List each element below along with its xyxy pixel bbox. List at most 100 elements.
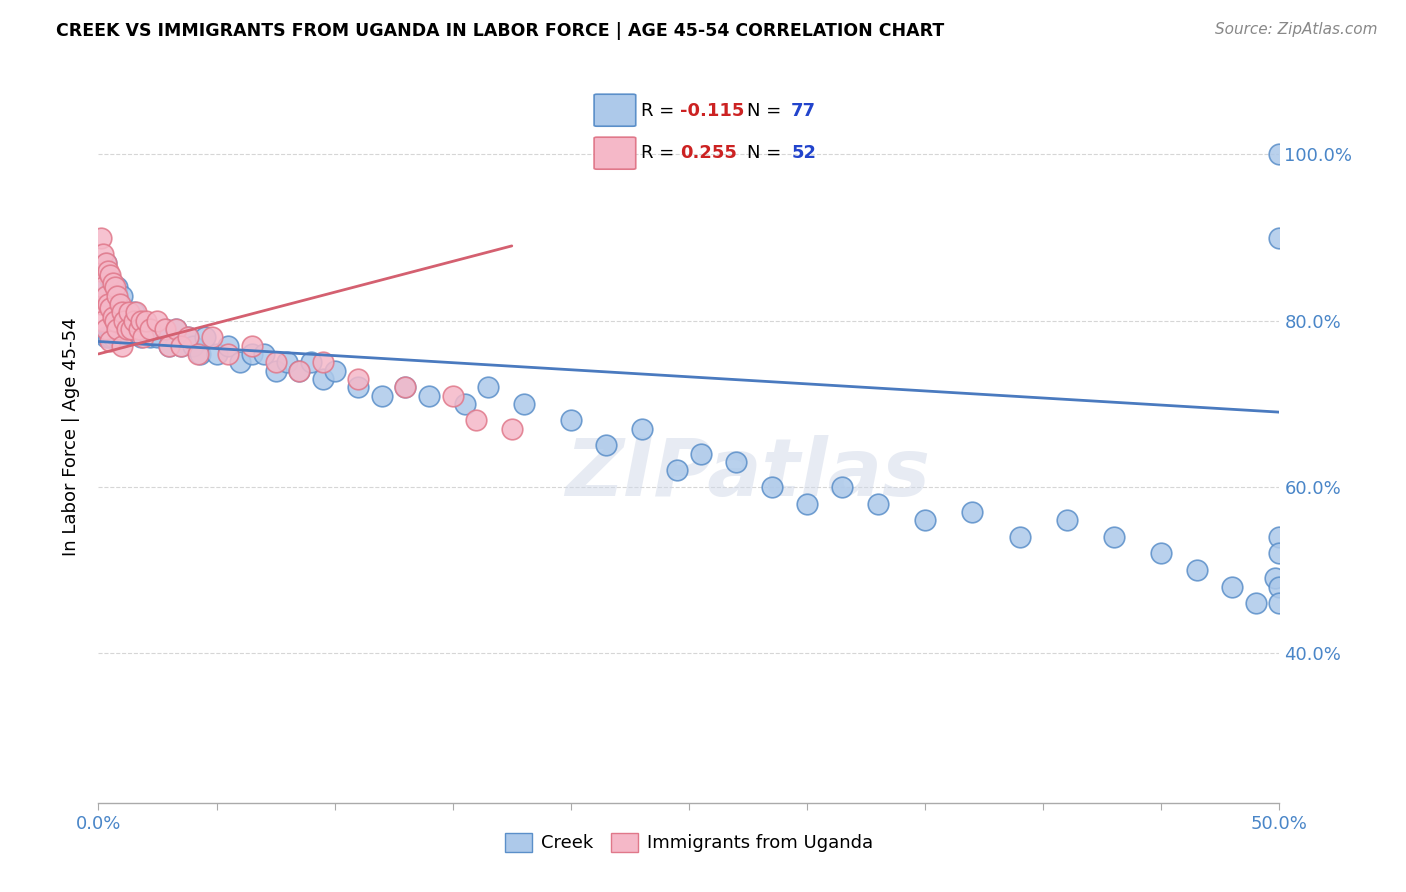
Point (1008, 530, 1031, 544)
Point (253, 347, 276, 361)
Point (98, 330, 121, 344)
Point (201, 330, 224, 344)
Point (560, 413, 582, 427)
Point (1268, 530, 1291, 544)
Point (94, 322, 117, 336)
Point (90, 297, 112, 311)
Point (97, 264, 120, 278)
Point (229, 355, 252, 369)
Point (115, 314, 138, 328)
Point (1268, 147, 1291, 161)
Point (104, 314, 127, 328)
Point (240, 338, 263, 352)
Point (394, 380, 416, 394)
Point (240, 347, 263, 361)
Point (1268, 596, 1291, 610)
Point (139, 330, 162, 344)
Point (595, 438, 617, 452)
Point (122, 305, 145, 319)
Point (104, 280, 127, 294)
Point (217, 347, 239, 361)
Point (129, 314, 152, 328)
Point (111, 338, 134, 352)
Point (98, 334, 121, 349)
Point (465, 413, 488, 427)
Point (111, 289, 134, 303)
Text: ZIPatlas: ZIPatlas (565, 434, 931, 513)
Point (94, 289, 117, 303)
Point (264, 363, 287, 377)
Point (170, 338, 193, 352)
Text: CREEK VS IMMIGRANTS FROM UGANDA IN LABOR FORCE | AGE 45-54 CORRELATION CHART: CREEK VS IMMIGRANTS FROM UGANDA IN LABOR… (56, 22, 945, 40)
Point (128, 322, 150, 336)
Point (347, 380, 370, 394)
Point (1102, 530, 1125, 544)
Point (165, 322, 187, 336)
Point (866, 497, 889, 511)
Point (125, 305, 148, 319)
Point (153, 322, 176, 336)
Point (91, 247, 114, 261)
Point (761, 480, 783, 494)
Point (98, 268, 121, 282)
Point (418, 388, 440, 402)
Point (94, 255, 117, 269)
Point (118, 305, 141, 319)
Point (90, 264, 112, 278)
Point (181, 338, 204, 352)
Point (157, 338, 180, 352)
Point (630, 422, 652, 436)
Point (177, 330, 200, 344)
Point (94, 330, 117, 344)
Point (139, 322, 162, 336)
Point (1185, 563, 1208, 577)
Point (323, 363, 346, 377)
Point (288, 363, 311, 377)
Point (512, 397, 534, 411)
Point (501, 422, 523, 436)
Point (188, 347, 211, 361)
Point (90, 230, 112, 244)
Point (108, 297, 131, 311)
Point (725, 455, 748, 469)
Point (914, 513, 936, 527)
Point (831, 480, 853, 494)
Point (157, 338, 180, 352)
Point (666, 463, 689, 477)
Point (129, 330, 152, 344)
Point (112, 314, 135, 328)
Point (132, 330, 155, 344)
Point (441, 388, 464, 402)
Point (111, 305, 134, 319)
Point (135, 322, 157, 336)
Point (98, 301, 121, 316)
Point (1268, 230, 1291, 244)
Point (94, 255, 117, 269)
Point (1268, 580, 1291, 594)
Point (796, 497, 818, 511)
Point (104, 314, 127, 328)
Point (1264, 571, 1286, 585)
Text: Source: ZipAtlas.com: Source: ZipAtlas.com (1215, 22, 1378, 37)
Point (288, 363, 311, 377)
Point (1220, 580, 1243, 594)
Point (146, 314, 169, 328)
Point (97, 289, 120, 303)
Point (153, 322, 176, 336)
Point (97, 297, 120, 311)
Point (170, 338, 193, 352)
Point (962, 505, 984, 519)
Point (115, 322, 138, 336)
Point (135, 314, 157, 328)
Point (1268, 546, 1291, 560)
Point (187, 347, 209, 361)
Legend: Creek, Immigrants from Uganda: Creek, Immigrants from Uganda (498, 826, 880, 860)
Point (91, 280, 114, 294)
Point (146, 330, 169, 344)
Point (101, 310, 124, 324)
Point (394, 380, 416, 394)
Point (104, 289, 127, 303)
Point (347, 372, 370, 386)
Point (105, 289, 128, 303)
Point (111, 330, 134, 344)
